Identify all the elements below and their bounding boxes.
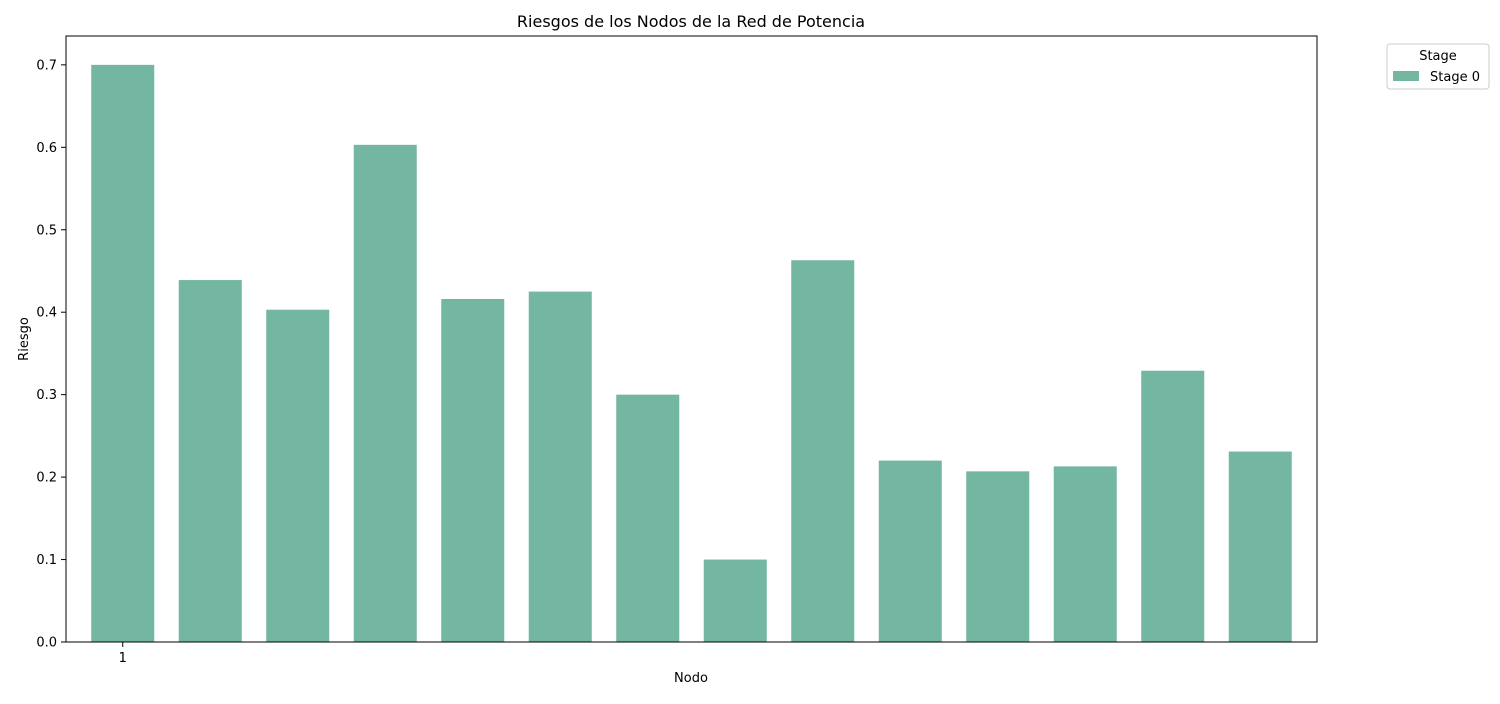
y-axis-title: Riesgo (17, 317, 32, 361)
y-tick-label: 0.2 (36, 471, 57, 486)
bar-9 (791, 260, 855, 642)
bar-11 (966, 471, 1030, 642)
y-axis: 0.0 0.1 0.2 0.3 0.4 0.5 0.6 0.7 (36, 58, 66, 651)
bar-3 (266, 309, 330, 642)
bar-4 (353, 144, 417, 642)
bar-5 (441, 299, 505, 642)
x-tick-label: 1 (119, 651, 127, 666)
bar-1 (91, 64, 155, 643)
legend-swatch (1393, 71, 1419, 81)
plot-frame (65, 35, 1318, 643)
legend-title: Stage (1419, 49, 1457, 64)
bar-14 (1228, 451, 1292, 642)
bar-10 (878, 460, 942, 642)
bar-6 (528, 291, 592, 642)
y-tick-label: 0.0 (36, 636, 57, 651)
y-tick-label: 0.5 (36, 223, 57, 238)
chart-title: Riesgos de los Nodos de la Red de Potenc… (517, 12, 865, 31)
bars-layer (91, 64, 1292, 643)
bar-12 (1053, 466, 1117, 642)
bar-13 (1141, 370, 1205, 642)
x-axis-title: Nodo (674, 671, 708, 686)
y-tick-label: 0.1 (36, 553, 57, 568)
y-tick-label: 0.7 (36, 58, 57, 73)
bar-8 (703, 559, 767, 642)
y-tick-label: 0.3 (36, 388, 57, 403)
bar-2 (178, 280, 242, 642)
x-axis: 1 (119, 642, 127, 666)
legend-label: Stage 0 (1430, 70, 1480, 85)
y-tick-label: 0.4 (36, 306, 57, 321)
bar-7 (616, 394, 680, 642)
legend[interactable]: Stage Stage 0 (1386, 43, 1490, 90)
y-tick-label: 0.6 (36, 141, 57, 156)
